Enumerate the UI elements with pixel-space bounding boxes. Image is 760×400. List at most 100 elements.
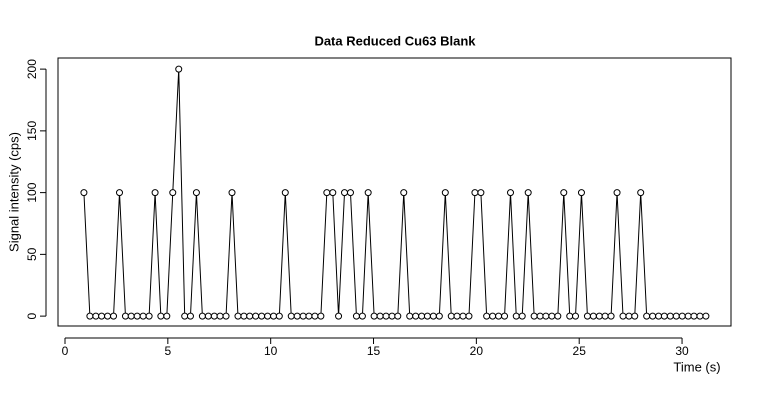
data-point (335, 312, 343, 320)
data-point (672, 312, 680, 320)
data-point (210, 312, 218, 320)
data-point (690, 312, 698, 320)
data-point (252, 312, 260, 320)
data-point (394, 312, 402, 320)
data-point (684, 312, 692, 320)
data-point (613, 189, 621, 197)
data-point (388, 312, 396, 320)
x-axis-label: Time (s) (673, 359, 720, 374)
data-point (234, 312, 242, 320)
data-point (566, 312, 574, 320)
data-point (601, 312, 609, 320)
data-point (536, 312, 544, 320)
data-point (222, 312, 230, 320)
data-point (542, 312, 550, 320)
data-point (607, 312, 615, 320)
data-point (477, 189, 485, 197)
data-point (157, 312, 165, 320)
data-point (637, 189, 645, 197)
data-point (323, 189, 331, 197)
data-point (501, 312, 509, 320)
data-point (175, 65, 183, 73)
x-tick-label: 15 (367, 344, 381, 358)
data-point (370, 312, 378, 320)
data-point (186, 312, 194, 320)
data-point (305, 312, 313, 320)
data-point (447, 312, 455, 320)
data-point (660, 312, 668, 320)
data-point (631, 312, 639, 320)
data-point (619, 312, 627, 320)
data-point (80, 189, 88, 197)
series-line (83, 69, 706, 317)
data-point (299, 312, 307, 320)
data-point (423, 312, 431, 320)
chart-title: Data Reduced Cu63 Blank (314, 33, 476, 48)
y-tick-label: 100 (25, 182, 39, 202)
data-point (589, 312, 597, 320)
data-point (287, 312, 295, 320)
data-point (275, 312, 283, 320)
data-point (678, 312, 686, 320)
data-point (453, 312, 461, 320)
data-point (655, 312, 663, 320)
x-tick-label: 10 (264, 344, 278, 358)
data-point (465, 312, 473, 320)
y-tick-label: 50 (25, 247, 39, 261)
data-point (524, 189, 532, 197)
data-point (471, 189, 479, 197)
data-point (346, 189, 354, 197)
data-point (483, 312, 491, 320)
x-tick-label: 5 (164, 344, 171, 358)
data-point (92, 312, 100, 320)
data-point (86, 312, 94, 320)
data-point (495, 312, 503, 320)
data-point (311, 312, 319, 320)
data-point (376, 312, 384, 320)
data-point (583, 312, 591, 320)
y-axis-label: Signal intensity (cps) (6, 132, 21, 252)
data-point (572, 312, 580, 320)
data-point (507, 189, 515, 197)
y-tick-label: 0 (25, 312, 39, 319)
data-point (281, 189, 289, 197)
data-point (358, 312, 366, 320)
data-point (329, 189, 337, 197)
data-point (204, 312, 212, 320)
data-point (104, 312, 112, 320)
data-point (489, 312, 497, 320)
data-point (163, 312, 171, 320)
data-point (518, 312, 526, 320)
data-point (151, 189, 159, 197)
x-tick-label: 25 (573, 344, 587, 358)
data-point (98, 312, 106, 320)
data-point (246, 312, 254, 320)
data-point (127, 312, 135, 320)
data-point (530, 312, 538, 320)
data-point (412, 312, 420, 320)
data-point (625, 312, 633, 320)
data-point (702, 312, 710, 320)
data-point (228, 189, 236, 197)
data-point (696, 312, 704, 320)
data-point (382, 312, 390, 320)
data-point (110, 312, 118, 320)
data-point (429, 312, 437, 320)
data-point (139, 312, 147, 320)
data-point (264, 312, 272, 320)
data-point (548, 312, 556, 320)
data-point (133, 312, 141, 320)
data-point (258, 312, 266, 320)
data-point (364, 189, 372, 197)
data-point (341, 189, 349, 197)
data-point (169, 189, 177, 197)
y-tick-label: 200 (25, 59, 39, 79)
x-tick-label: 20 (470, 344, 484, 358)
data-point (121, 312, 129, 320)
data-point (352, 312, 360, 320)
data-point (554, 312, 562, 320)
data-point (406, 312, 414, 320)
data-point (666, 312, 674, 320)
plot-box (57, 57, 732, 327)
